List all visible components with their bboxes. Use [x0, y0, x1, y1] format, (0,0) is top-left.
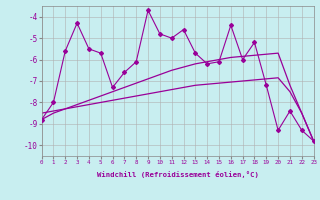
X-axis label: Windchill (Refroidissement éolien,°C): Windchill (Refroidissement éolien,°C) [97, 171, 259, 178]
